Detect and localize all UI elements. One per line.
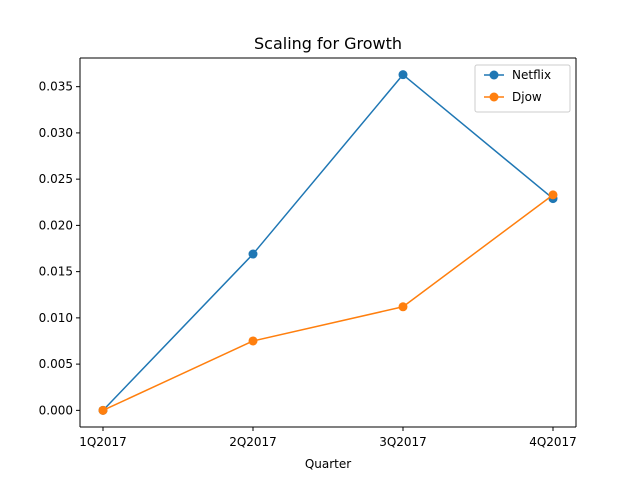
data-point-djow-3q2017 — [398, 302, 408, 312]
data-point-djow-2q2017 — [248, 336, 258, 346]
legend-label-netflix: Netflix — [512, 68, 551, 82]
data-point-netflix-3q2017 — [398, 70, 408, 80]
y-tick-label: 0.025 — [39, 172, 73, 186]
plot-background — [80, 58, 576, 427]
y-tick-label: 0.005 — [39, 357, 73, 371]
legend-item-netflix: Netflix — [484, 68, 551, 82]
data-point-djow-4q2017 — [548, 190, 558, 200]
x-tick-label: 3Q2017 — [379, 435, 427, 449]
series-line-djow — [102, 194, 554, 412]
legend-label-djow: Djow — [512, 90, 542, 104]
x-tick-label: 1Q2017 — [79, 435, 127, 449]
plot-area — [80, 58, 576, 427]
series-line-netflix — [102, 73, 554, 412]
x-tick-label: 4Q2017 — [529, 435, 577, 449]
y-tick-label: 0.030 — [39, 126, 73, 140]
y-tick-label: 0.010 — [39, 311, 73, 325]
legend-items: Netflix Djow — [484, 68, 551, 104]
y-tick-label: 0.000 — [39, 403, 73, 417]
y-tick-label: 0.015 — [39, 265, 73, 279]
legend-marker-djow — [489, 92, 499, 102]
y-tick-label: 0.035 — [39, 80, 73, 94]
legend: Netflix Djow — [474, 64, 571, 113]
x-axis-label: Quarter — [305, 457, 351, 471]
series-djow — [98, 190, 558, 415]
legend-item-djow: Djow — [484, 90, 542, 104]
ticks-layer: 0.000 0.005 0.010 0.015 0.020 0.025 0.030 0.035… — [39, 80, 577, 449]
axis-layer — [79, 57, 577, 428]
y-tick-label: 0.020 — [39, 218, 73, 232]
legend-marker-netflix — [489, 70, 499, 80]
data-point-djow-1q2017 — [98, 405, 108, 415]
chart-title: Scaling for Growth — [254, 34, 402, 53]
legend-box — [474, 64, 571, 113]
series-layer — [98, 70, 558, 415]
data-point-netflix-2q2017 — [248, 249, 258, 259]
x-tick-label: 2Q2017 — [229, 435, 277, 449]
